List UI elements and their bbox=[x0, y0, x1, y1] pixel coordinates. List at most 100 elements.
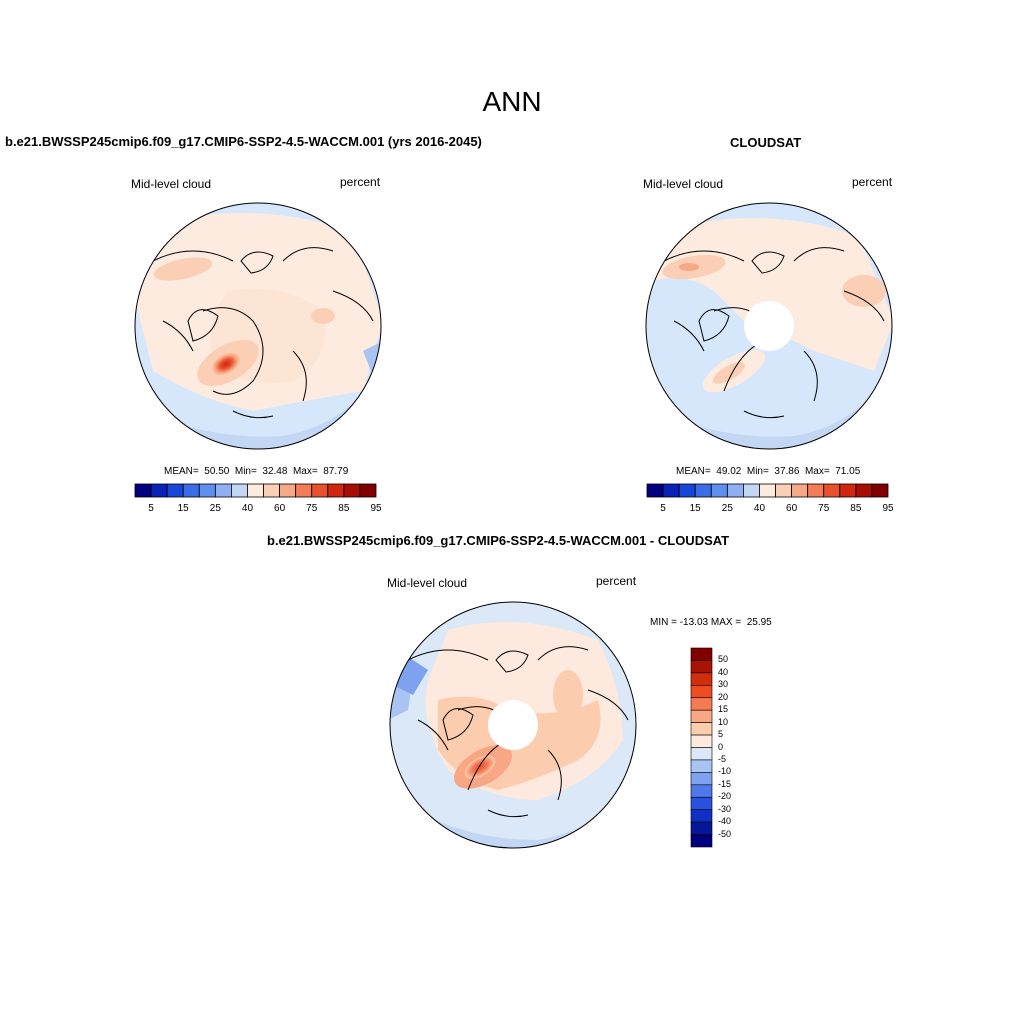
colorbar-swatch bbox=[295, 483, 313, 498]
colorbar-swatch bbox=[726, 483, 744, 498]
panel-2-colorbar-ticks: 5 15 25 40 60 75 85 95 bbox=[647, 503, 893, 517]
colorbar-swatch bbox=[839, 483, 857, 498]
colorbar-swatch bbox=[279, 483, 297, 498]
colorbar-swatch bbox=[247, 483, 264, 498]
colorbar-tick-label: 50 bbox=[718, 654, 729, 665]
panel-2-polar-map bbox=[645, 202, 893, 450]
colorbar-tick-label: -5 bbox=[718, 753, 727, 764]
colorbar-tick-label: 5 bbox=[148, 503, 154, 514]
colorbar-swatch bbox=[150, 483, 168, 498]
colorbar-swatch bbox=[775, 483, 793, 498]
colorbar-tick-label: 75 bbox=[818, 503, 830, 514]
colorbar-swatch bbox=[791, 483, 809, 498]
colorbar-tick-label: 95 bbox=[882, 503, 894, 514]
main-title: ANN bbox=[482, 86, 542, 117]
colorbar-swatch bbox=[690, 809, 713, 823]
colorbar-tick-label: 5 bbox=[660, 503, 666, 514]
colorbar-tick-label: 85 bbox=[338, 503, 350, 514]
colorbar-swatch bbox=[807, 483, 825, 498]
colorbar-swatch bbox=[327, 483, 345, 498]
colorbar-tick-label: 40 bbox=[753, 503, 766, 514]
colorbar-tick-label: 85 bbox=[850, 503, 862, 514]
colorbar-swatch bbox=[710, 483, 728, 498]
colorbar-swatch bbox=[855, 483, 873, 498]
colorbar-swatch bbox=[263, 483, 281, 498]
panel-2-missing-data-hole bbox=[744, 301, 794, 351]
colorbar-tick-label: 15 bbox=[718, 704, 729, 715]
colorbar-tick-label: 40 bbox=[718, 666, 729, 677]
colorbar-swatch bbox=[690, 697, 713, 711]
colorbar-swatch bbox=[646, 483, 664, 498]
colorbar-swatch bbox=[690, 772, 713, 786]
panel-1-title: b.e21.BWSSP245cmip6.f09_g17.CMIP6-SSP2-4… bbox=[5, 134, 482, 149]
panel-1-colorbar-ticks: 5 15 25 40 60 75 85 95 bbox=[135, 503, 381, 517]
colorbar-swatch bbox=[743, 483, 760, 498]
colorbar-tick-label: 10 bbox=[718, 716, 729, 727]
colorbar-swatch bbox=[311, 483, 329, 498]
colorbar-tick-label: -40 bbox=[718, 816, 732, 827]
panel-2-stats: MEAN= 49.02 Min= 37.86 Max= 71.05 bbox=[676, 466, 861, 477]
colorbar-swatch bbox=[690, 672, 713, 686]
panel-3-stats: MIN = -13.03 MAX = 25.95 bbox=[650, 617, 772, 628]
colorbar-tick-label: 40 bbox=[241, 503, 254, 514]
colorbar-tick-label: -15 bbox=[718, 778, 732, 789]
panel-3-missing-data-hole bbox=[488, 700, 538, 750]
colorbar-tick-label: 20 bbox=[718, 691, 729, 702]
colorbar-swatch bbox=[823, 483, 841, 498]
colorbar-swatch bbox=[359, 483, 377, 498]
panel-3-title: b.e21.BWSSP245cmip6.f09_g17.CMIP6-SSP2-4… bbox=[267, 533, 730, 548]
colorbar-swatch bbox=[182, 483, 200, 498]
colorbar-swatch bbox=[198, 483, 216, 498]
colorbar-tick-label: 0 bbox=[718, 741, 724, 752]
colorbar-swatch bbox=[231, 483, 248, 498]
panel-2-variable-label: Mid-level cloud bbox=[643, 177, 724, 191]
colorbar-tick-label: -30 bbox=[718, 803, 732, 814]
panel-1-variable-label: Mid-level cloud bbox=[131, 177, 212, 191]
colorbar-tick-label: 60 bbox=[786, 503, 798, 514]
colorbar-tick-label: -10 bbox=[718, 766, 732, 777]
panel-2-units-label: percent bbox=[852, 175, 893, 189]
panel-3-colorbar bbox=[690, 647, 713, 848]
colorbar-swatch bbox=[690, 796, 713, 810]
panel-1-colorbar bbox=[134, 483, 377, 498]
colorbar-tick-label: 15 bbox=[689, 503, 701, 514]
colorbar-swatch bbox=[690, 821, 713, 835]
colorbar-swatch bbox=[690, 784, 713, 798]
colorbar-tick-label: 25 bbox=[209, 503, 221, 514]
colorbar-tick-label: 60 bbox=[274, 503, 286, 514]
panel-1-units-label: percent bbox=[340, 175, 381, 189]
colorbar-swatch bbox=[694, 483, 712, 498]
colorbar-swatch bbox=[690, 834, 713, 848]
colorbar-tick-label: 15 bbox=[177, 503, 189, 514]
panel-2-colorbar bbox=[646, 483, 889, 498]
colorbar-swatch bbox=[678, 483, 696, 498]
colorbar-swatch bbox=[690, 722, 713, 736]
panel-3-variable-label: Mid-level cloud bbox=[387, 576, 468, 590]
colorbar-swatch bbox=[166, 483, 184, 498]
panel-3-polar-map bbox=[389, 601, 637, 849]
colorbar-swatch bbox=[871, 483, 889, 498]
colorbar-swatch bbox=[662, 483, 680, 498]
colorbar-swatch bbox=[759, 483, 776, 498]
colorbar-swatch bbox=[343, 483, 361, 498]
colorbar-swatch bbox=[690, 660, 713, 674]
colorbar-tick-label: 25 bbox=[721, 503, 733, 514]
colorbar-swatch bbox=[690, 747, 713, 761]
panel-2-title: CLOUDSAT bbox=[730, 135, 802, 150]
panel-3-units-label: percent bbox=[596, 574, 637, 588]
colorbar-tick-label: 75 bbox=[306, 503, 318, 514]
colorbar-swatch bbox=[214, 483, 232, 498]
colorbar-tick-label: 30 bbox=[718, 679, 729, 690]
panel-1-stats: MEAN= 50.50 Min= 32.48 Max= 87.79 bbox=[164, 466, 349, 477]
colorbar-swatch bbox=[690, 709, 713, 723]
panel-1-polar-map bbox=[134, 202, 382, 450]
colorbar-tick-label: 5 bbox=[718, 729, 724, 740]
colorbar-swatch bbox=[690, 759, 713, 773]
panel-3-colorbar-ticks: 50 40 30 20 15 10 5 0 -5 -10 -15 -20 -30 -40 -50 bbox=[718, 648, 758, 847]
colorbar-tick-label: -20 bbox=[718, 791, 732, 802]
colorbar-swatch bbox=[134, 483, 152, 498]
colorbar-swatch bbox=[690, 685, 713, 699]
colorbar-tick-label: 95 bbox=[370, 503, 382, 514]
colorbar-swatch bbox=[690, 734, 713, 748]
colorbar-tick-label: -50 bbox=[718, 828, 732, 839]
